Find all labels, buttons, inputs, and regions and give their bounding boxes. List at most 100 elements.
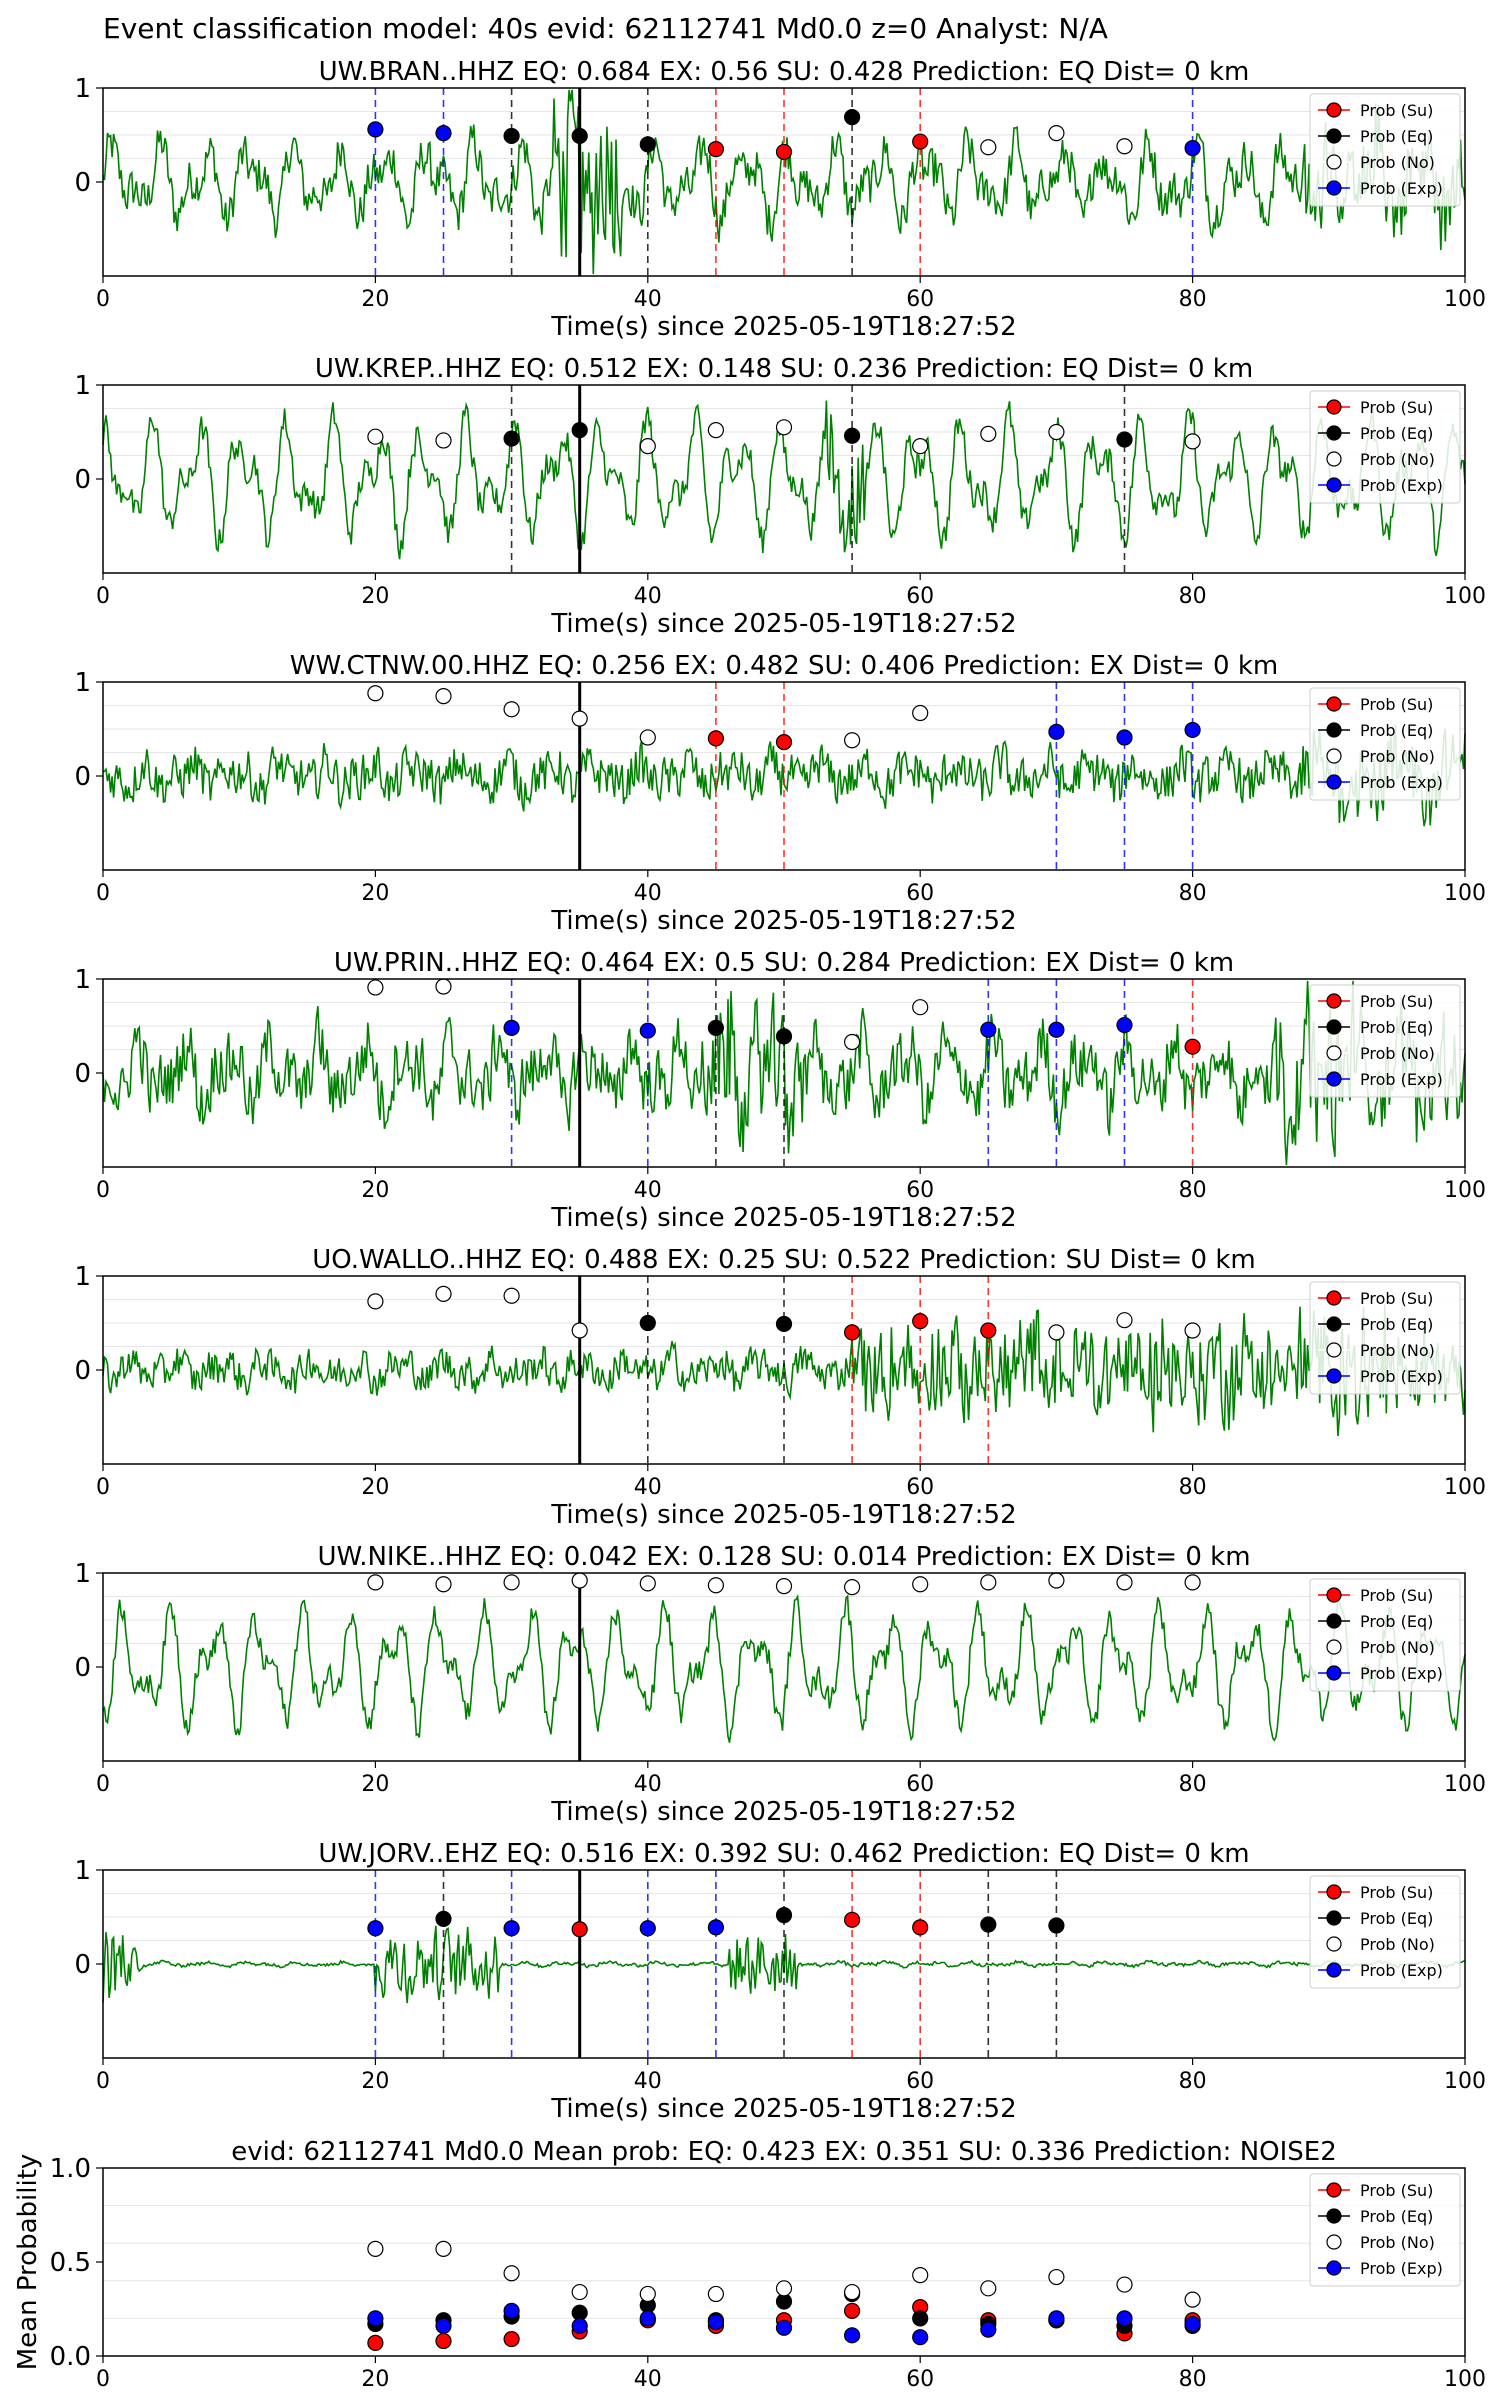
prob-marker-su bbox=[912, 133, 929, 150]
x-tick-label: 40 bbox=[634, 1475, 662, 1500]
prob-marker-no bbox=[639, 729, 656, 746]
legend: Prob (Su) Prob (Eq) Prob (No) Prob (Exp) bbox=[1309, 1875, 1461, 1989]
prob-marker-exp bbox=[1184, 140, 1201, 157]
y-tick-label: 1 bbox=[74, 668, 91, 698]
prob-marker-no bbox=[912, 438, 929, 455]
mean-prob-marker-no bbox=[1116, 2276, 1133, 2293]
legend-marker-exp bbox=[1326, 1665, 1342, 1681]
prob-marker-eq bbox=[775, 1907, 793, 1924]
panel-8: evid: 62112741 Md0.0 Mean prob: EQ: 0.42… bbox=[13, 2137, 1486, 2392]
x-tick-label: 0 bbox=[96, 584, 110, 609]
waveform-trace bbox=[102, 1594, 1466, 1743]
x-tick-label: 60 bbox=[906, 1772, 934, 1797]
x-tick-label: 40 bbox=[634, 881, 662, 906]
legend-label-eq: Prob (Eq) bbox=[1360, 1909, 1433, 1928]
legend: Prob (Su) Prob (Eq) Prob (No) Prob (Exp) bbox=[1309, 2173, 1461, 2287]
legend-label-eq: Prob (Eq) bbox=[1360, 1018, 1433, 1037]
mean-prob-marker-no bbox=[775, 2280, 793, 2297]
prob-marker-eq bbox=[639, 136, 656, 153]
prob-marker-no bbox=[367, 428, 384, 445]
panel-title: UW.PRIN..HHZ EQ: 0.464 EX: 0.5 SU: 0.284… bbox=[334, 948, 1234, 978]
legend-marker-no bbox=[1326, 748, 1342, 764]
mean-prob-marker-exp bbox=[503, 2302, 520, 2319]
y-tick-label: 1 bbox=[74, 371, 91, 401]
legend-marker-su bbox=[1326, 1884, 1342, 1900]
legend: Prob (Su) Prob (Eq) Prob (No) Prob (Exp) bbox=[1309, 1281, 1461, 1395]
panel-6: UW.NIKE..HHZ EQ: 0.042 EX: 0.128 SU: 0.0… bbox=[74, 1542, 1486, 1827]
legend-box bbox=[1309, 93, 1461, 207]
prob-marker-exp bbox=[1184, 721, 1201, 739]
x-tick-label: 20 bbox=[361, 1772, 389, 1797]
mean-prob-marker-exp bbox=[912, 2329, 929, 2346]
x-tick-label: 100 bbox=[1444, 2069, 1486, 2094]
panel-7: UW.JORV..EHZ EQ: 0.516 EX: 0.392 SU: 0.4… bbox=[74, 1839, 1486, 2124]
legend-marker-eq bbox=[1326, 1019, 1342, 1035]
prob-marker-eq bbox=[503, 127, 520, 145]
prob-marker-su bbox=[1184, 1038, 1201, 1055]
legend-label-exp: Prob (Exp) bbox=[1360, 1664, 1443, 1683]
mean-prob-marker-exp bbox=[1048, 2310, 1065, 2327]
x-tick-label: 20 bbox=[361, 584, 389, 609]
panel-1: UW.BRAN..HHZ EQ: 0.684 EX: 0.56 SU: 0.42… bbox=[74, 57, 1486, 342]
prob-marker-no bbox=[503, 1574, 520, 1591]
prob-marker-no bbox=[1048, 125, 1065, 142]
prob-marker-no bbox=[367, 1574, 384, 1591]
legend-box bbox=[1309, 1578, 1461, 1692]
x-tick-label: 0 bbox=[96, 1772, 110, 1797]
prob-marker-no bbox=[367, 1293, 384, 1310]
y-tick-label: 0 bbox=[74, 1356, 91, 1386]
legend-marker-eq bbox=[1326, 1316, 1342, 1332]
legend-box bbox=[1309, 2173, 1461, 2287]
mean-prob-marker-exp bbox=[435, 2317, 452, 2335]
x-tick-label: 40 bbox=[634, 2069, 662, 2094]
legend-marker-su bbox=[1326, 696, 1342, 712]
legend-label-exp: Prob (Exp) bbox=[1360, 1070, 1443, 1089]
prob-marker-exp bbox=[1116, 729, 1133, 746]
x-tick-label: 20 bbox=[361, 881, 389, 906]
legend-marker-su bbox=[1326, 399, 1342, 415]
x-tick-label: 20 bbox=[361, 2367, 389, 2392]
y-tick-label: 1 bbox=[74, 1856, 91, 1886]
mean-prob-marker-exp bbox=[843, 2327, 861, 2344]
legend-marker-exp bbox=[1326, 1962, 1342, 1978]
legend: Prob (Su) Prob (Eq) Prob (No) Prob (Exp) bbox=[1309, 390, 1461, 504]
prob-marker-no bbox=[1184, 1322, 1201, 1339]
legend-label-su: Prob (Su) bbox=[1360, 398, 1433, 417]
prob-marker-no bbox=[980, 1574, 997, 1591]
mean-prob-marker-exp bbox=[639, 2310, 656, 2327]
panel-title: UW.KREP..HHZ EQ: 0.512 EX: 0.148 SU: 0.2… bbox=[315, 354, 1253, 384]
x-tick-label: 80 bbox=[1179, 1772, 1207, 1797]
legend: Prob (Su) Prob (Eq) Prob (No) Prob (Exp) bbox=[1309, 93, 1461, 207]
mean-prob-marker-exp bbox=[367, 2310, 384, 2327]
x-axis-label: Time(s) since 2025-05-19T18:27:52 bbox=[550, 1203, 1016, 1233]
prob-marker-eq bbox=[435, 1910, 452, 1927]
x-tick-label: 0 bbox=[96, 1178, 110, 1203]
legend-marker-eq bbox=[1326, 425, 1342, 441]
legend-marker-eq bbox=[1326, 1910, 1342, 1926]
legend-label-exp: Prob (Exp) bbox=[1360, 1367, 1443, 1386]
x-tick-label: 40 bbox=[634, 1178, 662, 1203]
legend-box bbox=[1309, 687, 1461, 801]
legend-marker-eq bbox=[1326, 1613, 1342, 1629]
prob-marker-no bbox=[367, 979, 384, 996]
y-tick-label: 1 bbox=[74, 1559, 91, 1589]
prob-marker-no bbox=[639, 438, 656, 455]
legend-box bbox=[1309, 1875, 1461, 1989]
prob-marker-exp bbox=[503, 1019, 520, 1036]
y-axis-label: Mean Probability bbox=[13, 2154, 43, 2371]
legend-label-su: Prob (Su) bbox=[1360, 1289, 1433, 1308]
x-axis-label: Time(s) since 2025-05-19T18:27:52 bbox=[550, 1500, 1016, 1530]
prob-marker-no bbox=[1184, 1574, 1201, 1591]
x-tick-label: 80 bbox=[1179, 1178, 1207, 1203]
suptitle: Event classification model: 40s evid: 62… bbox=[103, 12, 1108, 45]
panel-title: evid: 62112741 Md0.0 Mean prob: EQ: 0.42… bbox=[231, 2137, 1337, 2167]
x-tick-label: 60 bbox=[906, 287, 934, 312]
prob-marker-eq bbox=[1048, 1917, 1065, 1934]
mean-prob-marker-no bbox=[707, 2285, 725, 2303]
mean-prob-marker-no bbox=[571, 2283, 588, 2301]
x-tick-label: 100 bbox=[1444, 287, 1486, 312]
legend-label-su: Prob (Su) bbox=[1360, 1586, 1433, 1605]
legend-marker-no bbox=[1326, 1342, 1342, 1358]
legend-marker-eq bbox=[1326, 2208, 1342, 2224]
